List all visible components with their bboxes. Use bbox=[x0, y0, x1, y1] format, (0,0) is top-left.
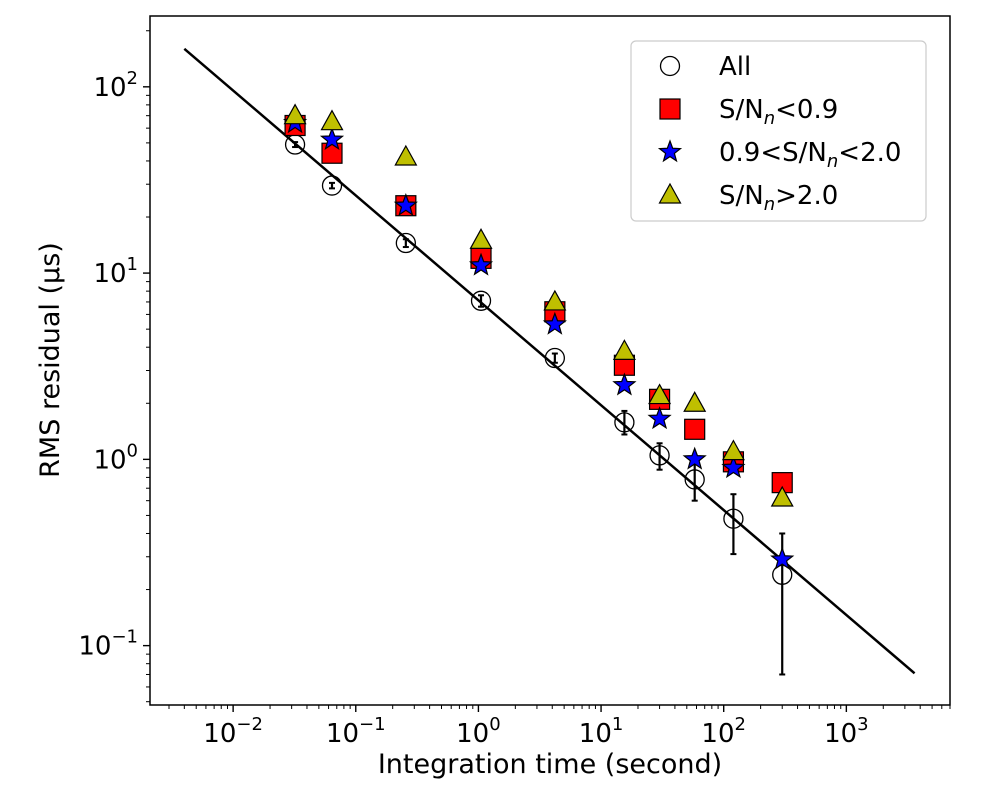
series-4 bbox=[283, 103, 794, 507]
legend-label: All bbox=[719, 52, 751, 82]
legend-marker bbox=[657, 139, 683, 163]
y-tick-label: 100 bbox=[93, 440, 138, 475]
all-point bbox=[544, 347, 566, 369]
legend-marker bbox=[659, 55, 681, 77]
sn-0-9-to-2-0-point bbox=[682, 446, 707, 470]
sn-above-2-0-point bbox=[394, 144, 418, 166]
x-tick-label: 100 bbox=[456, 714, 501, 749]
y-tick-label: 101 bbox=[93, 254, 138, 289]
all-point bbox=[723, 508, 744, 529]
sn-above-2-0-point bbox=[543, 289, 567, 311]
sn-below-0-9-point bbox=[321, 142, 343, 164]
sn-above-2-0-point bbox=[283, 103, 307, 125]
legend-label: S/Nn<0.9 bbox=[719, 95, 838, 129]
all-point bbox=[470, 290, 492, 311]
sn-0-9-to-2-0-point bbox=[721, 455, 746, 479]
sn-0-9-to-2-0-point bbox=[319, 126, 345, 151]
fit-line bbox=[183, 47, 916, 675]
sn-0-9-to-2-0-point bbox=[393, 192, 418, 217]
y-tick-label: 102 bbox=[93, 68, 138, 103]
legend-label: 0.9<S/Nn<2.0 bbox=[719, 138, 901, 172]
sn-above-2-0-point bbox=[683, 391, 707, 412]
legend: All S/Nn<0.9 0.9<S/Nn<2.0 S/Nn>2.0 bbox=[630, 40, 927, 222]
x-tick-label: 10−1 bbox=[326, 714, 386, 749]
sn-above-2-0-point bbox=[721, 439, 745, 461]
sn-above-2-0-point bbox=[469, 228, 493, 249]
series-3 bbox=[282, 110, 795, 570]
x-tick-label: 10−2 bbox=[203, 714, 263, 749]
legend-label: S/Nn>2.0 bbox=[719, 181, 838, 215]
all-point bbox=[772, 564, 793, 585]
legend-marker bbox=[659, 98, 681, 120]
y-axis-label: RMS residual (µs) bbox=[35, 242, 66, 478]
x-tick-label: 101 bbox=[579, 714, 624, 749]
axis-ticks: 10−2 10−1 100 101 102 103 10−1 100 101 102 bbox=[78, 30, 951, 749]
y-tick-label: 10−1 bbox=[78, 627, 138, 662]
sn-above-2-0-point bbox=[770, 485, 794, 507]
all-point bbox=[614, 412, 635, 433]
x-tick-label: 102 bbox=[701, 714, 746, 749]
x-tick-label: 103 bbox=[824, 714, 869, 749]
legend-marker bbox=[658, 182, 682, 204]
all-point bbox=[321, 175, 343, 196]
sn-above-2-0-point bbox=[612, 339, 636, 360]
sn-0-9-to-2-0-point bbox=[612, 372, 637, 396]
plot-frame bbox=[149, 15, 951, 706]
all-point bbox=[395, 232, 416, 254]
sn-below-0-9-point bbox=[684, 418, 706, 440]
sn-0-9-to-2-0-point bbox=[542, 311, 567, 335]
sn-0-9-to-2-0-point bbox=[647, 406, 672, 430]
plot-content bbox=[183, 47, 916, 676]
x-axis-label: Integration time (second) bbox=[378, 749, 722, 780]
legend-box bbox=[630, 40, 927, 222]
sn-0-9-to-2-0-point bbox=[770, 546, 795, 570]
sn-0-9-to-2-0-point bbox=[468, 252, 494, 276]
sn-above-2-0-point bbox=[320, 109, 344, 131]
sn-above-2-0-point bbox=[648, 383, 672, 405]
all-point bbox=[649, 445, 670, 466]
all-point bbox=[684, 469, 705, 490]
